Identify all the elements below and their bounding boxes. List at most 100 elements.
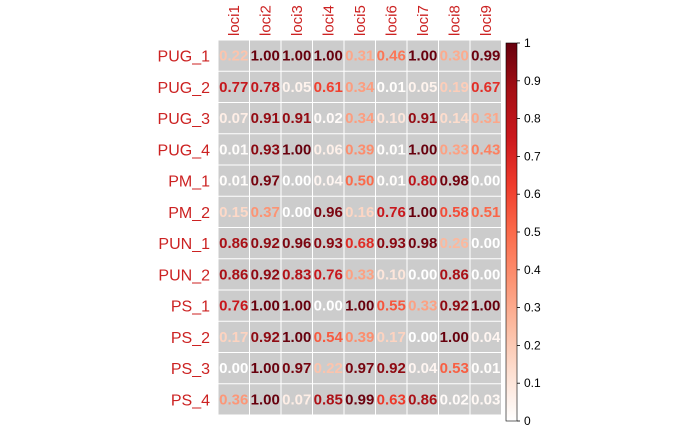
row-label-PUG_3: PUG_3: [158, 111, 211, 128]
cell-value-PS_3-loci7: 0.04: [408, 360, 438, 377]
heatmap-grid: 0.22 1.00 1.00 1.00 0.31 0.46 1.00 0.30 0.990.77…: [217, 39, 502, 416]
cell-value-PS_4-loci1: 0.36: [219, 391, 248, 408]
cell-value-PM_2-loci6: 0.76: [377, 204, 406, 221]
cell-value-PM_1-loci2: 0.97: [251, 173, 280, 190]
cell-value-PUG_4-loci5: 0.39: [345, 141, 374, 158]
colorbar-tick-label: 1: [524, 36, 531, 50]
cell-value-PS_2-loci1: 0.17: [219, 329, 248, 346]
cell-value-PM_1-loci6: 0.01: [377, 173, 406, 190]
colorbar-tick-label: 0.3: [524, 301, 541, 315]
cell-value-PUG_3-loci1: 0.07: [219, 110, 248, 127]
cell-value-PUN_1-loci2: 0.92: [251, 235, 280, 252]
cell-value-PS_3-loci9: 0.01: [471, 360, 500, 377]
cell-value-PS_4-loci9: 0.03: [471, 391, 500, 408]
cell-value-PS_4-loci4: 0.85: [314, 391, 343, 408]
column-label-loci7: loci7: [415, 5, 432, 36]
cell-value-PS_2-loci6: 0.17: [377, 329, 406, 346]
cell-value-PM_2-loci3: 0.00: [282, 204, 311, 221]
cell-value-PS_1-loci6: 0.55: [377, 298, 406, 315]
cell-value-PS_1-loci3: 1.00: [282, 298, 311, 315]
cell-value-PUG_1-loci2: 1.00: [251, 48, 280, 65]
cell-value-PS_2-loci9: 0.04: [471, 329, 501, 346]
cell-value-PS_4-loci3: 0.07: [282, 391, 311, 408]
colorbar-tick-label: 0.9: [524, 74, 541, 88]
colorbar-tick-label: 0.1: [524, 376, 541, 390]
cell-value-PUN_1-loci4: 0.93: [314, 235, 343, 252]
cell-value-PM_1-loci7: 0.80: [408, 173, 437, 190]
colorbar-legend: 0 0.1 0.2 0.3 0.4 0.5 0.6 0.7 0.8 0.9 1: [505, 36, 541, 428]
cell-value-PS_1-loci1: 0.76: [219, 298, 248, 315]
column-labels: loci1 loci2 loci3 loci4 loci5 loci6 loci7 loci8…: [226, 5, 495, 36]
row-label-PS_4: PS_4: [171, 392, 210, 409]
cell-value-PUG_1-loci8: 0.30: [440, 48, 469, 65]
cell-value-PUN_2-loci3: 0.83: [282, 266, 311, 283]
cell-value-PS_4-loci5: 0.99: [345, 391, 374, 408]
cell-value-PM_1-loci9: 0.00: [471, 173, 500, 190]
colorbar-tick-label: 0.4: [524, 263, 541, 277]
cell-value-PS_3-loci3: 0.97: [282, 360, 311, 377]
cell-value-PS_4-loci2: 1.00: [251, 391, 280, 408]
cell-value-PUG_1-loci1: 0.22: [219, 48, 248, 65]
cell-value-PUG_4-loci1: 0.01: [219, 141, 248, 158]
colorbar-tick-label: 0.2: [524, 338, 541, 352]
cell-value-PUG_2-loci3: 0.05: [282, 79, 311, 96]
cell-value-PUN_1-loci1: 0.86: [219, 235, 248, 252]
column-label-loci4: loci4: [320, 5, 337, 36]
cell-value-PS_2-loci4: 0.54: [314, 329, 344, 346]
row-label-PS_2: PS_2: [171, 330, 210, 347]
cell-value-PS_3-loci2: 1.00: [251, 360, 280, 377]
cell-value-PUG_1-loci6: 0.46: [377, 48, 406, 65]
cell-value-PUG_3-loci8: 0.14: [440, 110, 470, 127]
cell-value-PS_1-loci5: 1.00: [345, 298, 374, 315]
cell-value-PUG_4-loci8: 0.33: [440, 141, 469, 158]
cell-value-PUG_1-loci4: 1.00: [314, 48, 343, 65]
cell-value-PM_1-loci8: 0.98: [440, 173, 469, 190]
colorbar-tick-label: 0.7: [524, 149, 541, 163]
cell-value-PS_1-loci4: 0.00: [314, 298, 343, 315]
column-label-loci6: loci6: [383, 5, 400, 36]
cell-value-PM_1-loci4: 0.04: [314, 173, 344, 190]
cell-value-PUG_2-loci7: 0.05: [408, 79, 437, 96]
cell-value-PUG_2-loci8: 0.19: [440, 79, 469, 96]
cell-value-PS_3-loci8: 0.53: [440, 360, 469, 377]
cell-value-PUG_2-loci1: 0.77: [219, 79, 248, 96]
colorbar-tick-label: 0.8: [524, 112, 541, 126]
cell-value-PM_2-loci2: 0.37: [251, 204, 280, 221]
cell-value-PUN_1-loci6: 0.93: [377, 235, 406, 252]
cell-value-PM_1-loci1: 0.01: [219, 173, 248, 190]
cell-value-PS_1-loci2: 1.00: [251, 298, 280, 315]
row-label-PUN_2: PUN_2: [158, 267, 210, 284]
colorbar-gradient: [505, 42, 518, 422]
row-label-PS_1: PS_1: [171, 299, 210, 316]
cell-value-PUN_1-loci3: 0.96: [282, 235, 311, 252]
cell-value-PUN_2-loci8: 0.86: [440, 266, 469, 283]
cell-value-PS_2-loci3: 1.00: [282, 329, 311, 346]
cell-value-PUG_4-loci4: 0.06: [314, 141, 343, 158]
row-label-PUG_2: PUG_2: [158, 80, 211, 97]
cell-value-PS_1-loci7: 0.33: [408, 298, 437, 315]
row-label-PM_2: PM_2: [168, 205, 210, 222]
cell-value-PUG_3-loci4: 0.02: [314, 110, 343, 127]
column-label-loci8: loci8: [446, 5, 463, 36]
cell-value-PM_2-loci5: 0.16: [345, 204, 374, 221]
column-label-loci1: loci1: [226, 5, 243, 36]
cell-value-PS_1-loci8: 0.92: [440, 298, 469, 315]
column-label-loci2: loci2: [257, 5, 274, 36]
column-label-loci9: loci9: [478, 5, 495, 36]
cell-value-PUG_4-loci7: 1.00: [408, 141, 437, 158]
cell-value-PUG_1-loci3: 1.00: [282, 48, 311, 65]
cell-value-PS_2-loci7: 0.00: [408, 329, 437, 346]
cell-value-PM_2-loci4: 0.96: [314, 204, 343, 221]
cell-value-PUG_3-loci7: 0.91: [408, 110, 437, 127]
column-label-loci5: loci5: [352, 5, 369, 36]
cell-value-PM_2-loci7: 1.00: [408, 204, 437, 221]
cell-value-PUG_3-loci6: 0.10: [377, 110, 406, 127]
cell-value-PUG_2-loci9: 0.67: [471, 79, 500, 96]
colorbar-tick-label: 0.6: [524, 187, 541, 201]
cell-value-PS_1-loci9: 1.00: [471, 298, 500, 315]
row-label-PUG_4: PUG_4: [158, 142, 211, 159]
cell-value-PUN_2-loci9: 0.00: [471, 266, 500, 283]
cell-value-PUG_1-loci9: 0.99: [471, 48, 500, 65]
row-label-PM_1: PM_1: [168, 174, 210, 191]
